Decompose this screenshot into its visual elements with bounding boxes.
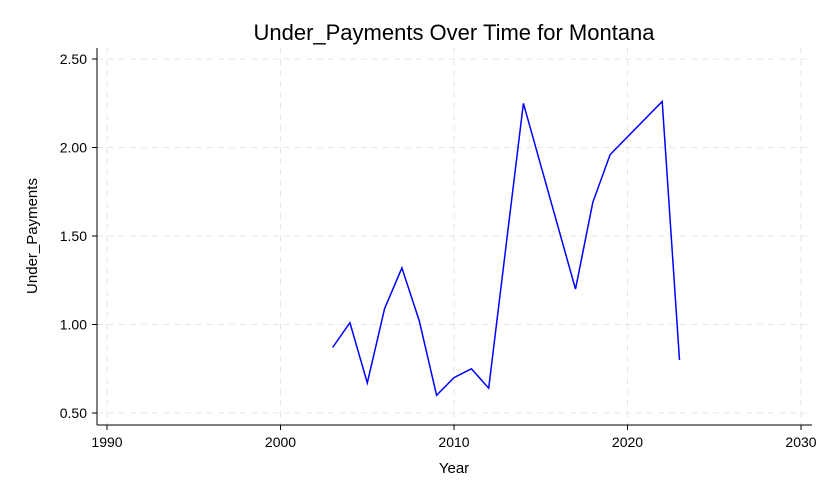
- x-axis-label: Year: [439, 460, 469, 477]
- y-axis-ticks: 0.50 1.00 1.50 2.00 2.50: [60, 51, 97, 421]
- x-tick-label: 2020: [612, 434, 643, 450]
- x-axis-ticks: 1990 2000 2010 2020 2030: [91, 425, 817, 450]
- y-tick-label: 2.50: [60, 51, 87, 67]
- x-tick-label: 2030: [785, 434, 816, 450]
- x-tick-label: 1990: [91, 434, 122, 450]
- y-tick-label: 0.50: [60, 405, 87, 421]
- y-tick-label: 2.00: [60, 140, 87, 156]
- series-group: [331, 99, 681, 397]
- grid-lines: [97, 48, 812, 425]
- y-tick-label: 1.50: [60, 228, 87, 244]
- series-line: [331, 99, 681, 397]
- chart-title: Under_Payments Over Time for Montana: [253, 20, 655, 45]
- x-tick-label: 2000: [265, 434, 296, 450]
- y-axis-label: Under_Payments: [24, 178, 41, 294]
- y-tick-label: 1.00: [60, 317, 87, 333]
- x-tick-label: 2010: [438, 434, 469, 450]
